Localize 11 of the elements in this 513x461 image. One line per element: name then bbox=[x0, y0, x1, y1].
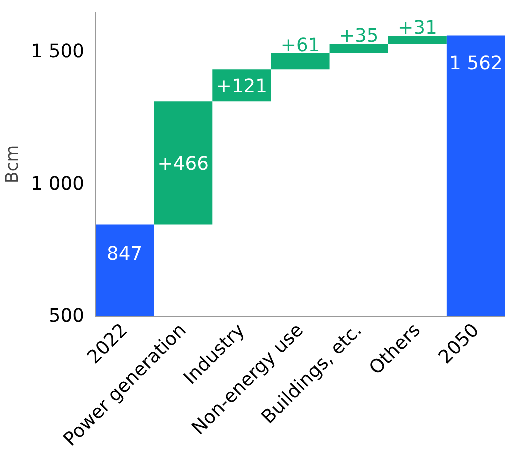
data-label: +61 bbox=[280, 35, 320, 56]
y-tick-label: 1 000 bbox=[31, 174, 85, 195]
data-label: +466 bbox=[158, 154, 209, 176]
data-label: +121 bbox=[216, 76, 268, 98]
data-label: 1 562 bbox=[450, 53, 503, 74]
y-axis-title: Bcm bbox=[3, 145, 24, 184]
y-tick-label: 500 bbox=[48, 306, 84, 327]
y-tick-label: 1 500 bbox=[31, 42, 85, 63]
data-label: 847 bbox=[106, 244, 143, 265]
data-label: +31 bbox=[398, 18, 438, 40]
data-label: +35 bbox=[339, 26, 379, 48]
